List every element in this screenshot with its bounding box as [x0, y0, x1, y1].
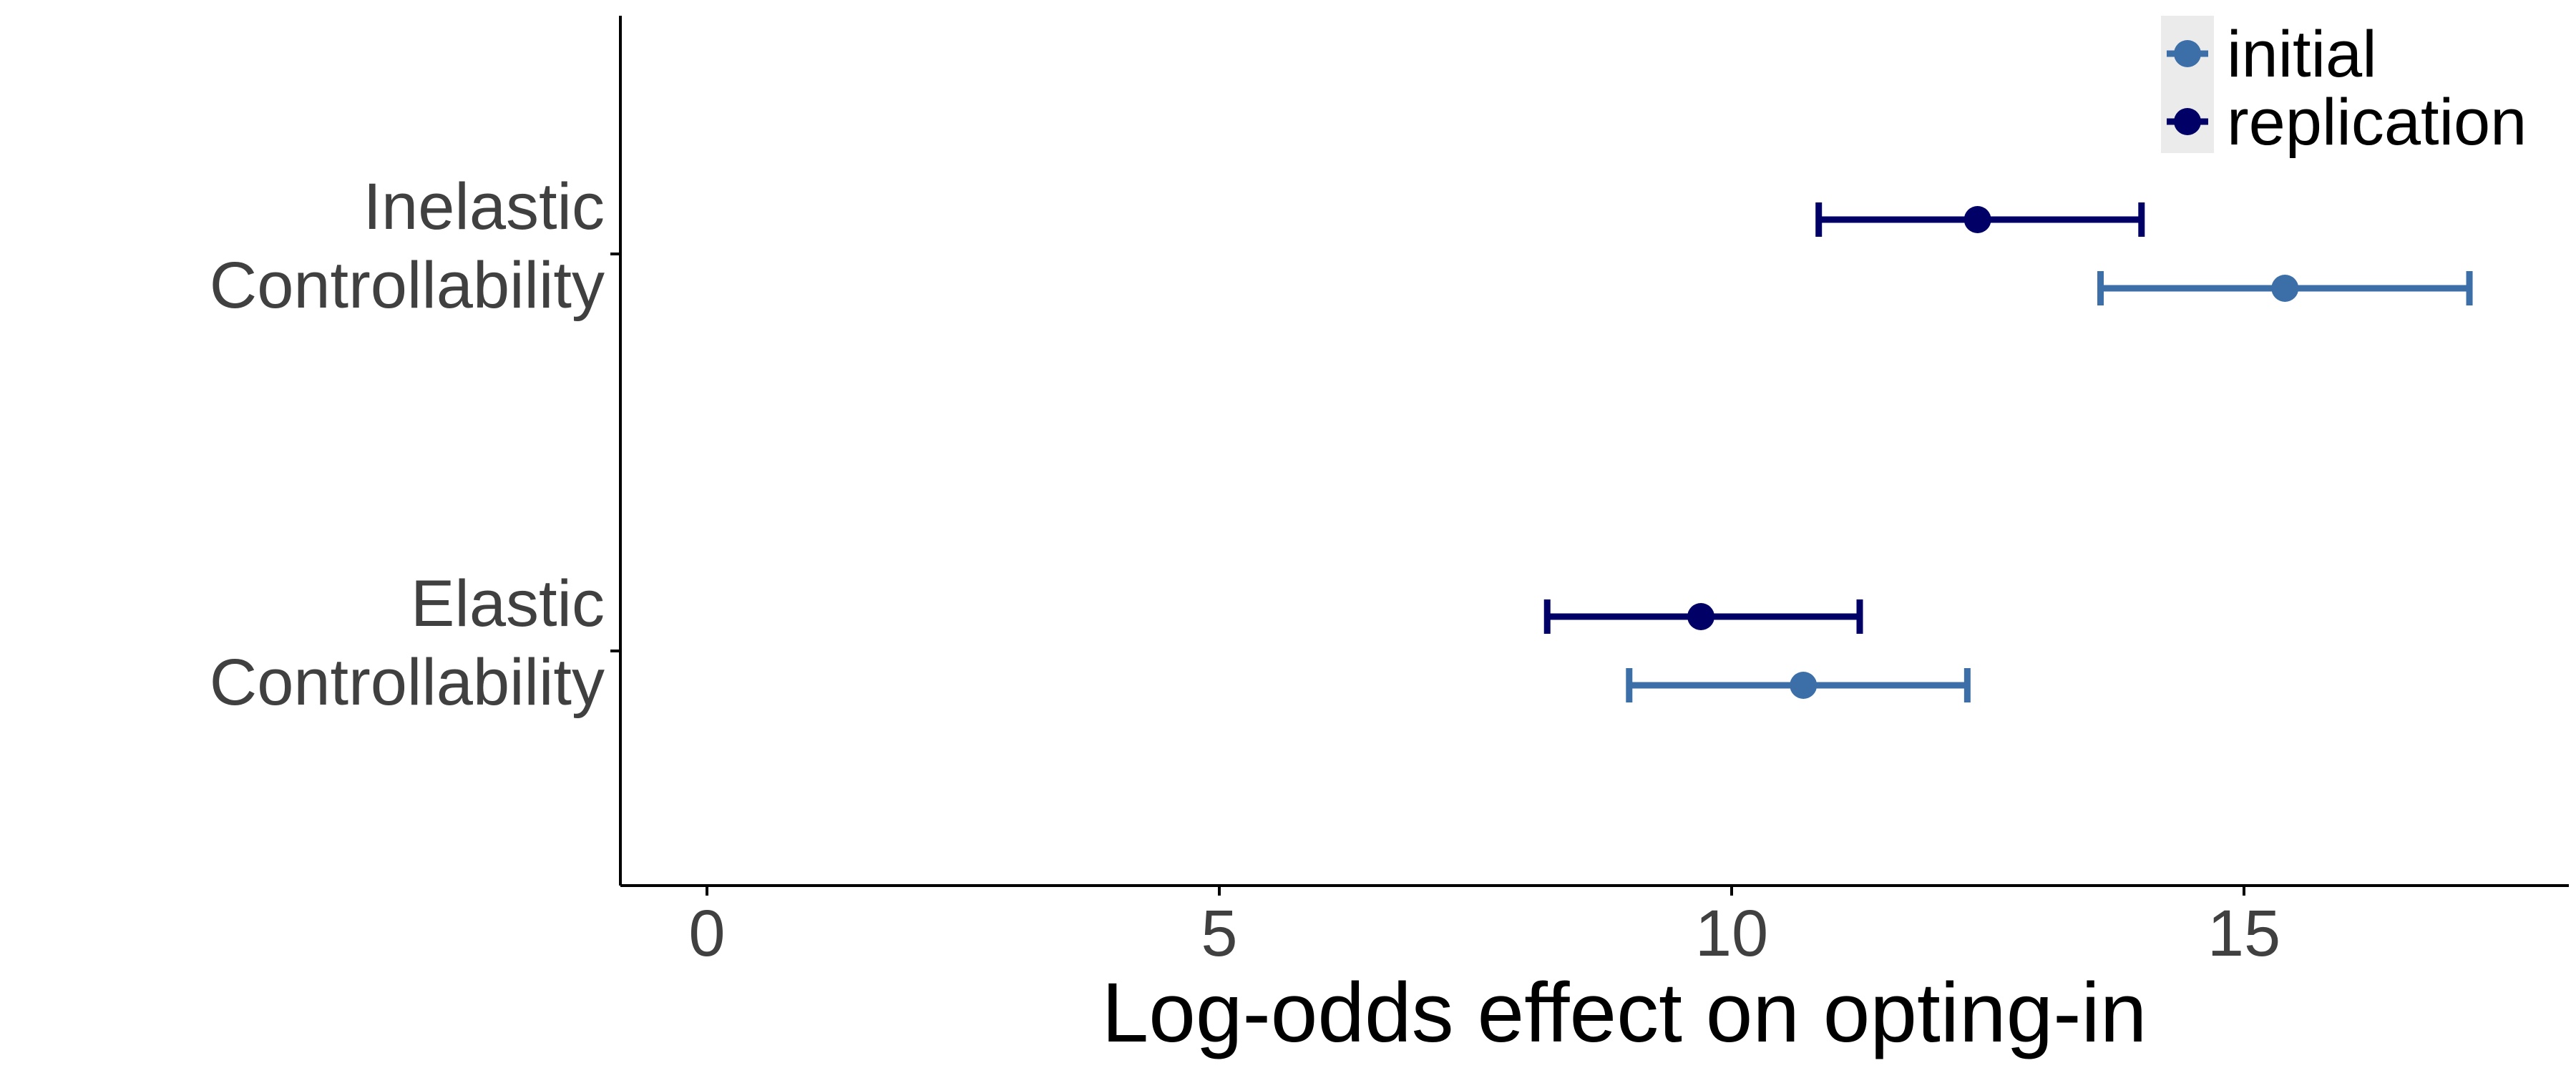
errorbar-replication	[1815, 202, 2145, 237]
point-estimate	[1963, 206, 1991, 233]
legend-key-point	[2174, 108, 2201, 135]
legend-label: replication	[2227, 86, 2527, 159]
x-tick-label: 5	[1201, 897, 1237, 970]
errorbar-initial	[1626, 668, 1971, 702]
point-estimate	[2271, 275, 2299, 302]
point-estimate	[1790, 672, 1818, 699]
y-axis-ticks: Inelastic Controllability Elastic Controlla…	[210, 170, 620, 719]
y-tick-label: Inelastic Controllability	[210, 170, 605, 322]
legend-label: initial	[2227, 18, 2377, 91]
x-axis-title: Log-odds effect on opting-in	[1102, 966, 2147, 1060]
errorbar-initial	[2097, 271, 2473, 305]
legend-key-point	[2174, 40, 2201, 67]
errorbar-replication	[1543, 599, 1863, 634]
legend-entry-initial: initial	[2167, 18, 2377, 91]
data-marks	[1543, 202, 2473, 702]
x-axis-ticks: 0 5 10 15	[688, 886, 2280, 970]
x-tick-label: 10	[1695, 897, 1768, 970]
x-tick-label: 0	[688, 897, 725, 970]
legend-entry-replication: replication	[2167, 86, 2527, 159]
point-estimate	[1687, 603, 1715, 630]
y-tick-label: Elastic Controllability	[210, 567, 605, 719]
x-tick-label: 15	[2207, 897, 2280, 970]
